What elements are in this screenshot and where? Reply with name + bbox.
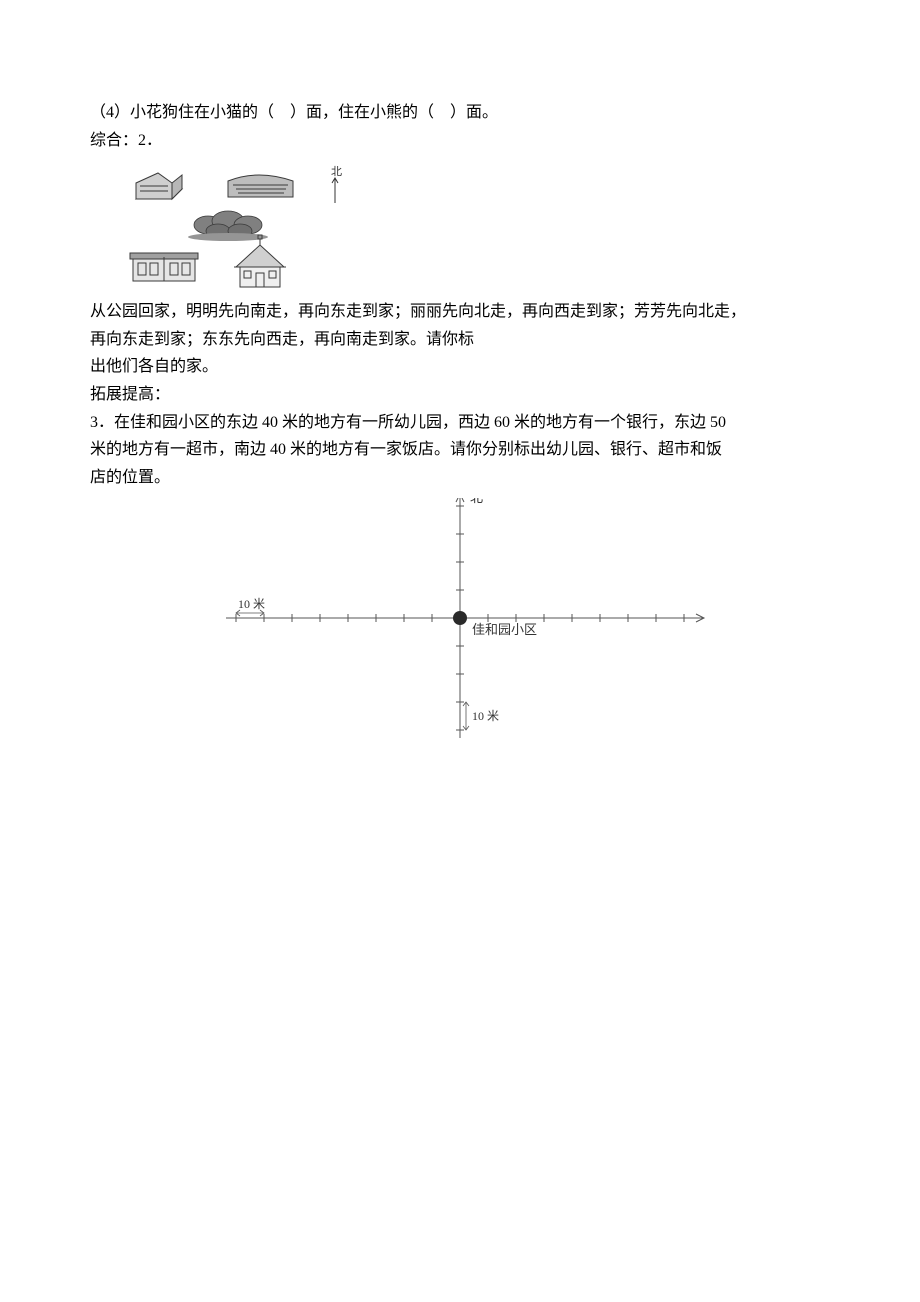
north-label: 北 [331,165,342,178]
coordinate-diagram: 佳和园小区 北 10 米 10 米 [90,498,830,748]
origin-label: 佳和园小区 [472,622,537,637]
section-heading-extension: 拓展提高： [90,382,830,408]
paragraph-1-line-1: 从公园回家，明明先向南走，再向东走到家；丽丽先向北走，再向西走到家；芳芳先向北走… [90,299,830,325]
section-heading-comprehensive: 综合：2． [90,128,830,154]
house-sw-icon [130,253,198,281]
park-icon [188,211,268,241]
y-unit-label: 10 米 [472,709,499,723]
house-ne-icon [228,175,293,197]
house-nw-icon [136,173,182,199]
paragraph-1-line-2: 再向东走到家；东东先向西走，再向南走到家。请你标 [90,327,830,353]
x-unit-label: 10 米 [238,597,265,611]
houses-park-diagram: 北 [118,161,830,291]
house-se-icon [234,235,286,287]
north-label: 北 [470,498,483,505]
question-3-line-2: 米的地方有一超市，南边 40 米的地方有一家饭店。请你分别标出幼儿园、银行、超市… [90,437,830,463]
question-3-line-3: 店的位置。 [90,465,830,491]
paragraph-1-line-3: 出他们各自的家。 [90,354,830,380]
question-4-text: （4）小花狗住在小猫的（ ）面，住在小熊的（ ）面。 [90,100,830,126]
question-3-line-1: 3．在佳和园小区的东边 40 米的地方有一所幼儿园，西边 60 米的地方有一个银… [90,410,830,436]
